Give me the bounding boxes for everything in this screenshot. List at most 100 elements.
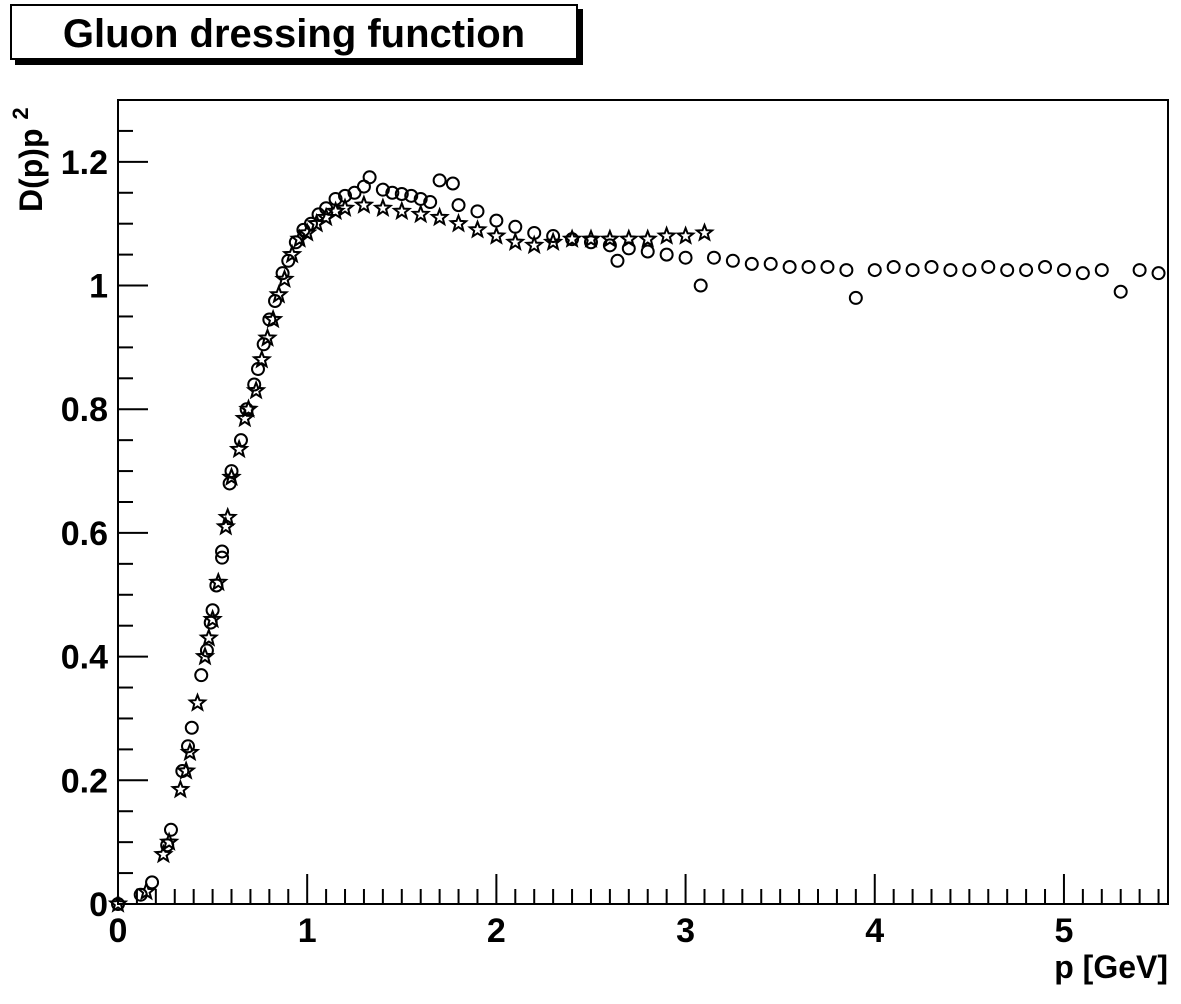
star-marker xyxy=(158,831,180,851)
circle-marker xyxy=(763,256,778,271)
circle-marker xyxy=(1132,263,1147,278)
chart-title-box: Gluon dressing function xyxy=(10,4,578,60)
circle-marker xyxy=(184,720,199,735)
circle-marker xyxy=(943,263,958,278)
x-tick-labels: 0 1 2 3 4 5 xyxy=(109,912,1074,950)
circle-marker xyxy=(275,266,290,281)
star-marker xyxy=(353,194,375,214)
star-marker xyxy=(694,222,715,242)
circle-marker xyxy=(205,603,220,618)
circle-marker xyxy=(247,377,262,392)
star-marker xyxy=(561,228,583,248)
star-marker xyxy=(262,308,284,329)
circle-marker xyxy=(1038,259,1053,274)
y-axis-label-main: D(p)p xyxy=(13,128,49,212)
y-tick-label: 0 xyxy=(89,886,108,924)
circle-marker xyxy=(215,544,230,559)
circle-marker xyxy=(801,259,816,274)
circle-marker xyxy=(215,550,230,565)
circle-marker xyxy=(1094,263,1109,278)
axis-ticks xyxy=(117,99,1160,905)
y-axis-label: D(p)p 2 xyxy=(8,107,49,212)
circle-marker xyxy=(470,204,485,219)
x-axis-label: p [GeV] xyxy=(1054,949,1168,985)
circle-marker xyxy=(432,173,447,188)
circle-marker xyxy=(347,185,362,200)
y-axis-label-superscript: 2 xyxy=(8,107,33,119)
circle-marker xyxy=(1019,263,1034,278)
star-marker xyxy=(153,843,174,864)
star-marker xyxy=(194,645,216,666)
circle-marker xyxy=(659,247,674,262)
y-tick-label: 1 xyxy=(89,268,108,306)
circle-marker xyxy=(962,263,977,278)
y-tick-label: 0.2 xyxy=(61,762,108,800)
y-tick-labels: 0 0.2 0.4 0.6 0.8 1 1.2 xyxy=(61,144,108,924)
plot-frame xyxy=(117,99,1169,905)
circle-marker xyxy=(693,278,708,293)
circle-marker xyxy=(423,195,438,210)
star-marker xyxy=(198,627,220,647)
x-tick-label: 1 xyxy=(298,912,317,950)
circle-marker xyxy=(725,253,740,268)
circle-marker xyxy=(546,229,561,244)
star-marker xyxy=(202,608,223,629)
y-tick-label: 0.8 xyxy=(61,391,108,429)
star-marker xyxy=(656,225,677,245)
star-marker xyxy=(505,231,526,252)
circle-marker xyxy=(924,259,939,274)
data-markers xyxy=(107,170,1166,913)
star-marker xyxy=(217,506,238,527)
star-marker xyxy=(208,571,229,592)
circle-marker xyxy=(1113,284,1128,299)
y-tick-label: 0.6 xyxy=(61,515,108,553)
chart-title: Gluon dressing function xyxy=(62,12,526,56)
x-tick-label: 2 xyxy=(487,912,506,950)
star-marker xyxy=(268,283,290,304)
star-marker xyxy=(637,228,658,248)
star-marker xyxy=(234,407,256,428)
circle-marker xyxy=(1000,263,1015,278)
circle-marker xyxy=(451,198,466,213)
circle-marker xyxy=(583,235,598,250)
circle-marker xyxy=(199,643,214,658)
star-marker xyxy=(187,692,208,712)
star-marker xyxy=(281,243,303,264)
circle-marker xyxy=(375,182,390,197)
star-marker xyxy=(179,741,201,762)
star-marker xyxy=(391,200,413,221)
circle-marker xyxy=(489,213,504,228)
x-tick-label: 4 xyxy=(865,912,884,950)
circle-marker xyxy=(610,253,625,268)
circle-marker xyxy=(744,256,759,271)
star-marker xyxy=(238,398,259,419)
circle-marker xyxy=(1075,266,1090,281)
circle-marker xyxy=(1056,263,1071,278)
circle-marker xyxy=(706,250,721,265)
x-tick-label: 5 xyxy=(1054,912,1073,950)
star-marker xyxy=(580,228,602,248)
circle-marker xyxy=(640,244,655,259)
circle-marker xyxy=(1151,266,1166,281)
star-marker xyxy=(107,893,129,913)
star-marker xyxy=(599,228,621,248)
circle-marker xyxy=(194,668,209,683)
circle-marker xyxy=(163,822,178,837)
circle-marker xyxy=(782,259,797,274)
star-marker xyxy=(429,206,450,227)
circle-marker xyxy=(905,263,920,278)
star-marker xyxy=(467,219,488,239)
star-marker xyxy=(372,197,394,218)
star-marker xyxy=(334,197,356,218)
circle-marker xyxy=(839,263,854,278)
circle-marker xyxy=(445,176,460,191)
circle-marker xyxy=(867,263,882,278)
star-marker xyxy=(274,268,295,289)
circle-marker xyxy=(181,739,195,754)
star-marker xyxy=(542,231,564,252)
star-marker xyxy=(257,327,278,347)
circle-marker xyxy=(404,188,419,203)
circle-marker xyxy=(602,238,617,253)
circle-marker xyxy=(224,464,239,479)
